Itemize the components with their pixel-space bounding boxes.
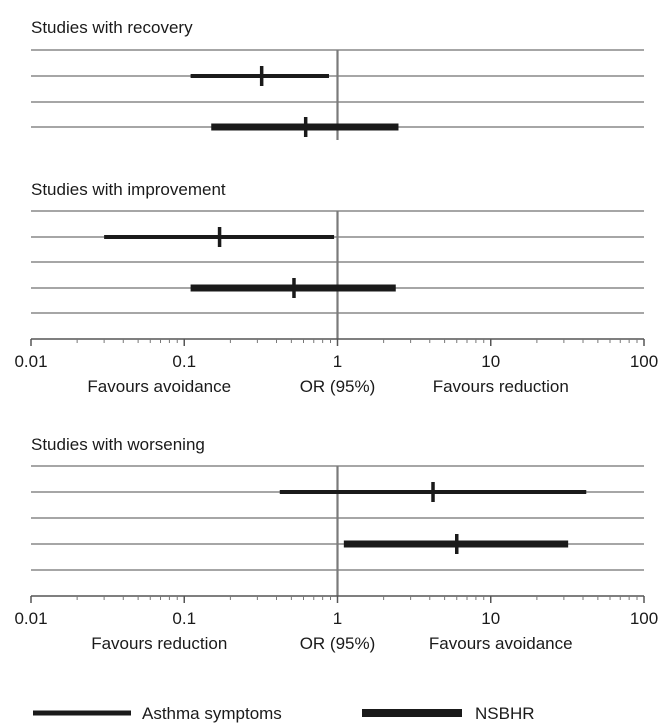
axis-center-label: OR (95%) bbox=[300, 377, 376, 396]
panel-title: Studies with worsening bbox=[31, 435, 205, 454]
axis-direction-right: Favours avoidance bbox=[429, 634, 573, 653]
tick-label: 0.01 bbox=[14, 352, 47, 371]
tick-label: 10 bbox=[481, 609, 500, 628]
tick-label: 1 bbox=[333, 352, 342, 371]
tick-label: 0.1 bbox=[172, 352, 196, 371]
axis-direction-left: Favours reduction bbox=[91, 634, 227, 653]
tick-label: 100 bbox=[630, 352, 658, 371]
tick-label: 1 bbox=[333, 609, 342, 628]
legend-label: NSBHR bbox=[475, 704, 535, 723]
tick-label: 100 bbox=[630, 609, 658, 628]
tick-label: 10 bbox=[481, 352, 500, 371]
legend-label: Asthma symptoms bbox=[142, 704, 282, 723]
tick-label: 0.01 bbox=[14, 609, 47, 628]
axis-direction-right: Favours reduction bbox=[433, 377, 569, 396]
axis-center-label: OR (95%) bbox=[300, 634, 376, 653]
tick-label: 0.1 bbox=[172, 609, 196, 628]
axis-direction-left: Favours avoidance bbox=[87, 377, 231, 396]
panel-title: Studies with improvement bbox=[31, 180, 226, 199]
panel-title: Studies with recovery bbox=[31, 18, 193, 37]
